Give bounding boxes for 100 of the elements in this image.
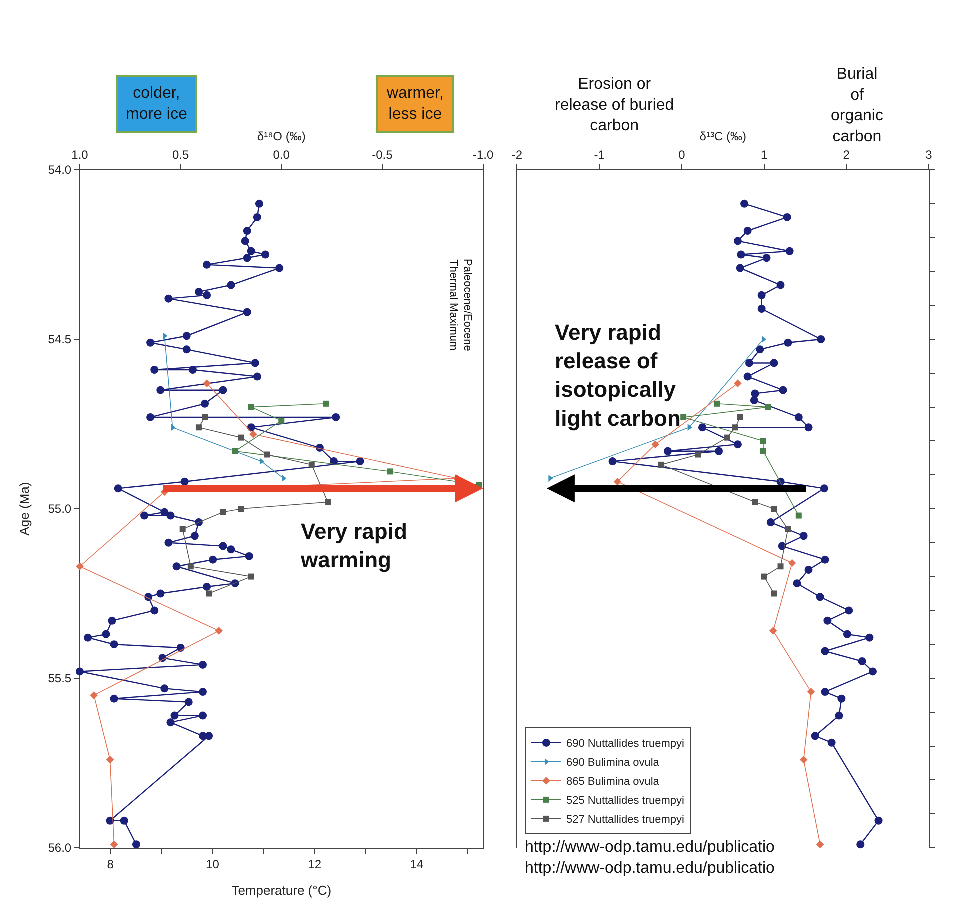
point [820, 484, 828, 493]
x2-tick-label: 1.0 [72, 148, 89, 162]
point [758, 304, 766, 313]
point [765, 404, 772, 410]
text: warmer, less ice [386, 85, 444, 123]
point [695, 452, 702, 458]
point [821, 647, 830, 656]
point [762, 254, 771, 262]
point [744, 372, 752, 381]
legend-label: 527 Nuttallides truempyi [566, 814, 684, 826]
annotation: http://www-odp.tamu.edu/publicatio http://www-odp.tamu.edu/publicatio [525, 839, 776, 877]
point [737, 414, 744, 420]
point [750, 396, 758, 405]
point [788, 559, 796, 568]
point [793, 580, 802, 588]
x2-tick-label: -1.0 [472, 148, 494, 162]
y-tick-label: 55.5 [48, 672, 72, 686]
y-tick-label: 55.0 [48, 502, 72, 516]
point [760, 438, 766, 444]
x2-tick-label: 0.0 [273, 148, 290, 162]
point [785, 526, 792, 532]
legend-label: 690 Nuttallides truempyi [566, 738, 684, 750]
point [724, 434, 730, 441]
point [845, 606, 854, 615]
point [614, 478, 622, 486]
x-tick-label: 10 [206, 857, 220, 872]
point [858, 658, 866, 666]
text: colder, more ice [126, 85, 188, 123]
point [652, 440, 660, 448]
legend-label: 690 Bulimina ovula [566, 757, 660, 770]
point [783, 213, 792, 222]
point [715, 447, 723, 456]
point [751, 390, 760, 398]
point [784, 338, 792, 347]
point [779, 386, 788, 394]
point [804, 424, 813, 432]
point [869, 668, 877, 676]
point [761, 574, 768, 580]
point [737, 250, 746, 259]
point [740, 200, 749, 208]
x-tick-label: 1 [760, 148, 768, 162]
point [828, 738, 836, 747]
point [778, 564, 784, 570]
point [874, 816, 883, 825]
point [744, 227, 752, 236]
x-tick-label: 2 [843, 148, 850, 162]
x2-axis-title: δ¹⁸O (‰) [257, 130, 306, 144]
point [817, 336, 826, 344]
x2-tick-label: 0.5 [172, 148, 190, 162]
point [766, 518, 775, 527]
annotation: Paleocene/Eocene Thermal Maximum [447, 259, 474, 352]
point [838, 694, 846, 703]
point [734, 237, 742, 246]
point [811, 732, 820, 740]
point [736, 264, 744, 272]
point [816, 840, 824, 849]
annotation: Very rapid warming [300, 519, 408, 573]
x-axis-title: Temperature (°C) [232, 883, 332, 898]
point [664, 447, 672, 456]
point [824, 616, 832, 625]
x2-tick-label: -0.5 [372, 148, 394, 162]
point [769, 627, 778, 635]
x-tick-label: 8 [107, 857, 114, 872]
x-tick-label: -2 [512, 148, 523, 162]
point [816, 593, 824, 602]
point [752, 499, 758, 506]
point [608, 458, 617, 466]
point [548, 475, 554, 482]
point [758, 291, 766, 300]
legend-label: 865 Bulimina ovula [566, 776, 660, 788]
y-tick-label: 54.5 [48, 332, 72, 347]
x-tick-label: 3 [926, 148, 933, 162]
point [658, 462, 664, 468]
point [800, 756, 808, 764]
y-axis-title: Age (Ma) [17, 482, 32, 536]
point [770, 359, 778, 368]
point [800, 532, 808, 540]
x-axis-title: δ¹³C (‰) [700, 130, 746, 144]
point [732, 424, 738, 431]
point [796, 512, 802, 519]
point [807, 688, 816, 696]
y-tick-label: 56.0 [48, 841, 72, 856]
x-tick-label: -1 [594, 148, 606, 162]
point [771, 506, 778, 512]
point [745, 359, 754, 368]
text: Erosion or release of buried carbon [555, 76, 674, 135]
point [821, 688, 830, 696]
point [843, 630, 852, 638]
point [771, 590, 778, 597]
point [760, 448, 766, 454]
point [821, 556, 830, 564]
point [756, 346, 764, 354]
point [680, 414, 687, 420]
y-tick-label: 54.0 [48, 163, 72, 178]
point [786, 247, 794, 256]
point [866, 634, 874, 642]
point [835, 712, 844, 720]
x-tick-label: 0 [678, 148, 686, 162]
point [734, 440, 742, 449]
point [698, 424, 707, 432]
